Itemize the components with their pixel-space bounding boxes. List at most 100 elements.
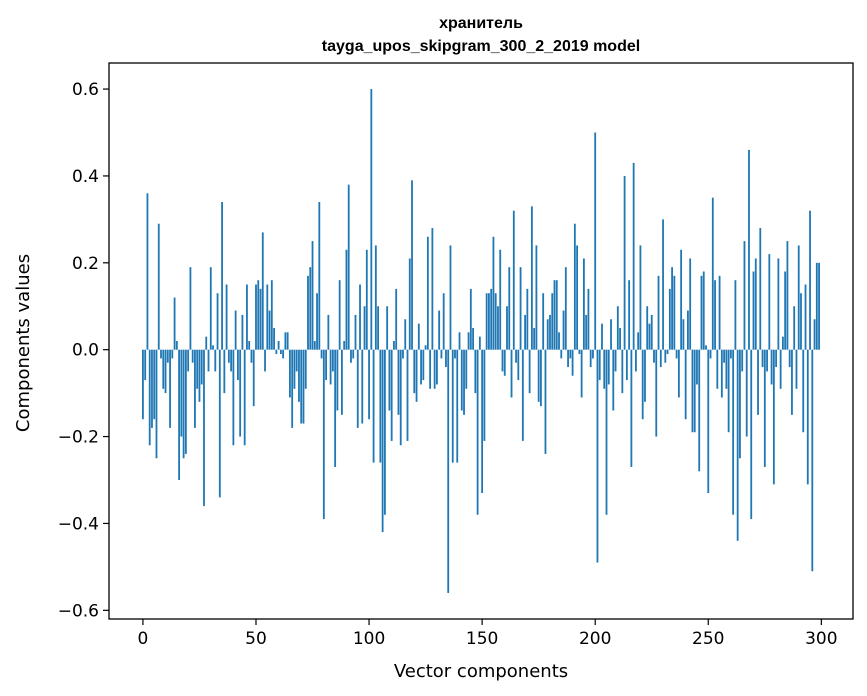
bar [424,345,427,350]
bar [451,349,454,463]
bar [711,197,714,350]
bar [655,349,658,437]
bar [243,349,246,446]
bar [517,349,520,381]
bar [809,210,811,350]
bar [350,349,352,363]
bar [191,349,194,363]
y-axis-ticks: −0.6 −0.4 −0.2 0.0 0.2 0.4 0.6 [58,80,109,621]
bar [551,293,554,350]
bar [580,349,583,398]
bar [607,349,610,385]
bar [772,349,775,485]
bar [275,349,278,355]
bar [153,349,156,420]
bar [413,349,416,394]
bar [537,349,540,402]
bar [662,219,664,350]
bar [397,349,400,415]
bar [329,349,332,385]
bar [146,193,149,350]
x-axis-label: Vector components [394,661,568,682]
bar [510,349,513,398]
bar [164,349,167,394]
plot-frame [108,62,854,620]
bar [684,349,687,420]
bar [411,180,413,350]
bar [508,267,511,350]
bar [273,327,275,350]
bar [417,323,420,350]
bar [623,175,626,350]
bar [187,349,190,372]
bar [474,349,477,394]
bar [257,280,260,350]
bar [582,258,585,350]
bar [526,288,529,350]
bar [347,184,350,350]
bar [255,284,257,350]
bar [804,284,807,350]
bar [499,249,502,350]
y-axis-label: Components values [13,254,34,432]
bar [521,349,524,441]
bar [641,349,644,420]
bar [379,349,382,463]
bar [494,293,497,350]
bar [492,236,495,350]
bar [729,349,732,359]
bar [709,349,712,359]
bar [515,349,517,363]
bar [343,341,346,350]
bar [198,349,201,402]
bar [564,267,567,350]
bar [781,336,784,350]
bar [675,349,678,359]
bar [745,349,748,437]
bar [802,349,805,433]
x-tick-label: 300 [805,629,837,649]
bar [359,284,361,350]
bar [625,349,628,381]
y-tick-label: 0.4 [72,167,99,187]
bar [585,314,588,350]
bar [180,349,183,437]
bar [775,349,778,368]
bar [338,280,341,350]
bar [363,306,366,350]
bar [173,297,176,350]
bar [298,349,300,402]
bar [442,293,445,350]
bar [472,327,474,350]
bar [614,349,617,372]
bar [784,271,787,350]
bar [467,332,470,350]
bar [408,258,411,350]
chart-title-line2: tayga_upos_skipgram_300_2_2019 model [322,38,640,55]
bar [705,345,707,350]
x-tick-label: 200 [579,629,611,649]
bar [218,349,221,498]
bar [264,349,266,372]
bar [766,349,768,372]
bar [488,293,490,350]
bar [250,349,253,363]
bar [562,310,565,350]
bar [544,349,547,454]
bar [736,349,739,541]
bar [666,349,669,355]
bar [252,349,255,407]
bar [524,314,526,350]
bar [653,349,655,363]
bar [270,280,273,350]
bar [399,349,402,446]
bar [702,271,705,350]
bar [650,314,653,350]
bar [628,280,631,350]
bar [171,349,174,359]
bar [209,267,212,350]
x-tick-label: 0 [138,629,149,649]
bar [313,341,316,350]
bar [223,349,226,394]
bar [519,267,522,350]
